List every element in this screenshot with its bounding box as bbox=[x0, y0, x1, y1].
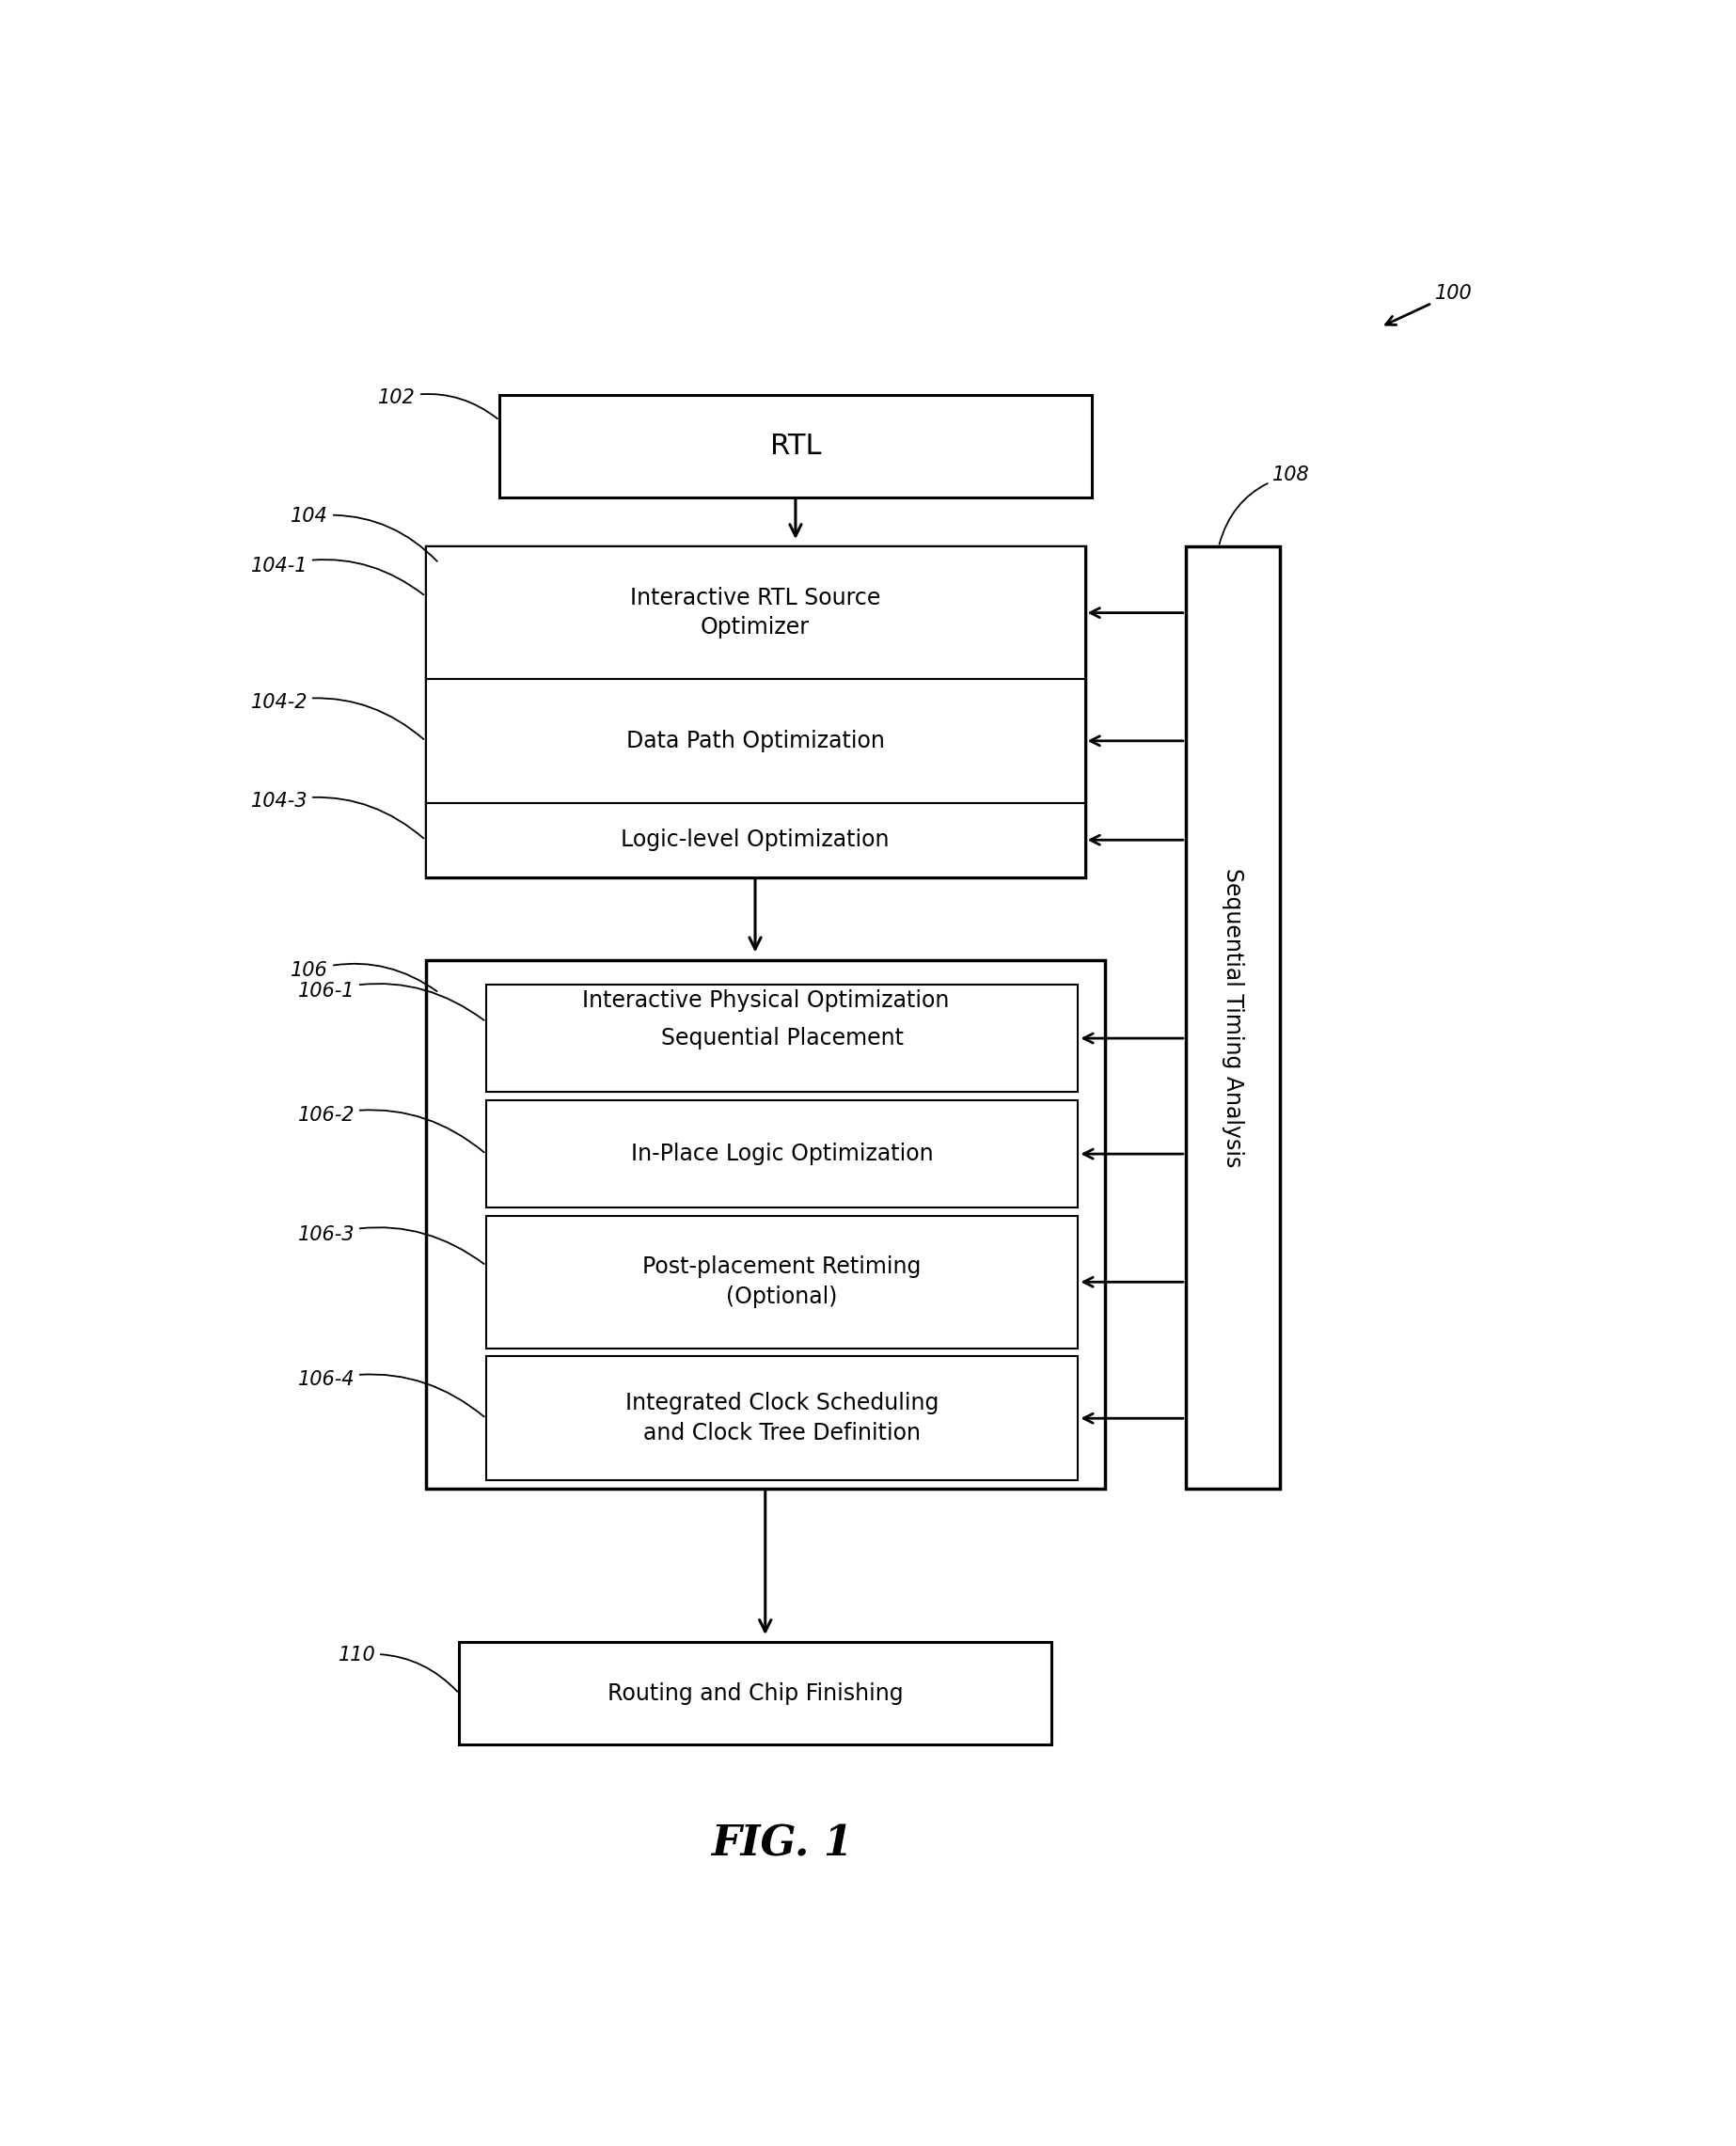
Text: 106-4: 106-4 bbox=[299, 1371, 484, 1416]
Text: Routing and Chip Finishing: Routing and Chip Finishing bbox=[608, 1682, 903, 1704]
Text: 110: 110 bbox=[339, 1646, 457, 1691]
Bar bbox=[500, 395, 1092, 498]
Bar bbox=[425, 547, 1085, 678]
Bar bbox=[425, 547, 1085, 878]
Text: Interactive Physical Optimization: Interactive Physical Optimization bbox=[582, 989, 950, 1013]
Text: 104-3: 104-3 bbox=[250, 792, 424, 839]
Bar bbox=[486, 1217, 1078, 1348]
Text: 106: 106 bbox=[292, 961, 437, 991]
Text: Logic-level Optimization: Logic-level Optimization bbox=[621, 828, 889, 852]
Bar bbox=[458, 1642, 1050, 1745]
Bar bbox=[425, 803, 1085, 878]
Text: Sequential Timing Analysis: Sequential Timing Analysis bbox=[1222, 867, 1245, 1167]
Text: RTL: RTL bbox=[769, 431, 821, 459]
Bar bbox=[486, 1356, 1078, 1481]
Text: FIG. 1: FIG. 1 bbox=[712, 1824, 852, 1865]
Text: 108: 108 bbox=[1219, 466, 1311, 545]
Text: 102: 102 bbox=[378, 388, 498, 418]
Bar bbox=[1186, 547, 1279, 1489]
Text: 106-1: 106-1 bbox=[299, 983, 484, 1019]
Text: 104-1: 104-1 bbox=[250, 556, 424, 594]
Text: Interactive RTL Source
Optimizer: Interactive RTL Source Optimizer bbox=[630, 586, 880, 640]
Text: In-Place Logic Optimization: In-Place Logic Optimization bbox=[630, 1142, 934, 1165]
Text: 106-3: 106-3 bbox=[299, 1225, 484, 1264]
Bar bbox=[486, 985, 1078, 1092]
Bar bbox=[425, 678, 1085, 803]
Text: Data Path Optimization: Data Path Optimization bbox=[627, 730, 884, 751]
Text: 104: 104 bbox=[292, 506, 437, 562]
Text: 100: 100 bbox=[1385, 283, 1472, 324]
Text: 106-2: 106-2 bbox=[299, 1105, 484, 1152]
Text: Integrated Clock Scheduling
and Clock Tree Definition: Integrated Clock Scheduling and Clock Tr… bbox=[625, 1393, 939, 1444]
Bar bbox=[425, 959, 1104, 1489]
Text: Post-placement Retiming
(Optional): Post-placement Retiming (Optional) bbox=[642, 1255, 922, 1309]
Text: Sequential Placement: Sequential Placement bbox=[661, 1028, 903, 1049]
Bar bbox=[486, 1101, 1078, 1208]
Text: 104-2: 104-2 bbox=[250, 693, 424, 738]
